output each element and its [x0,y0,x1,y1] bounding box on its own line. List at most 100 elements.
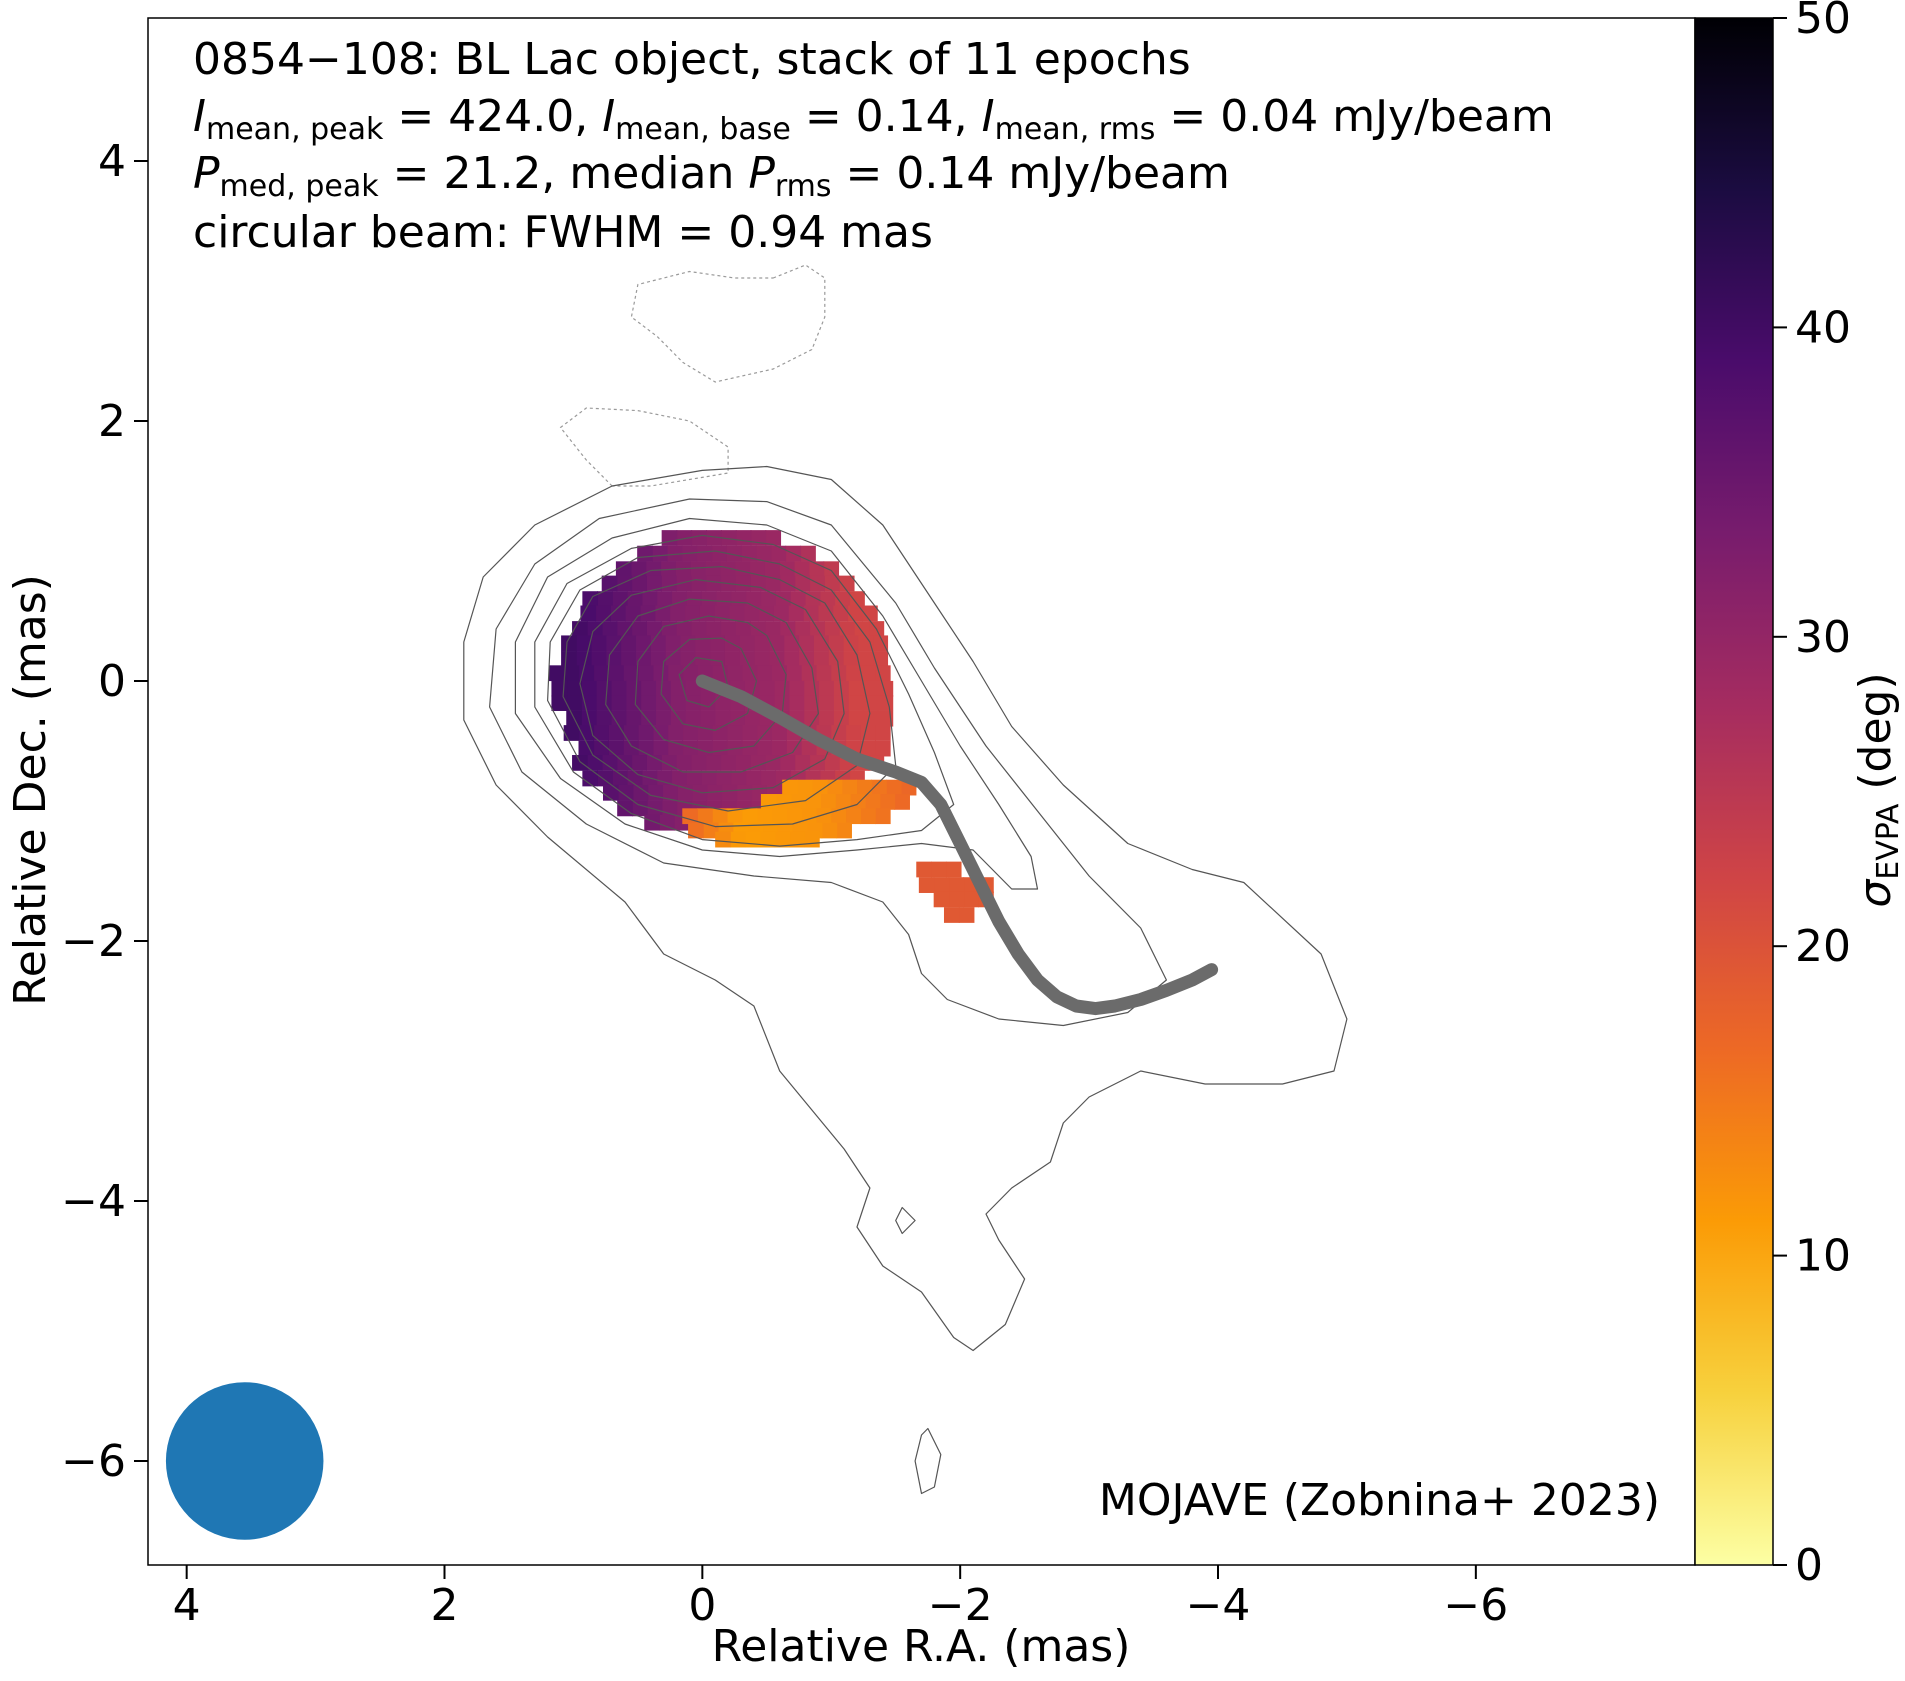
evpa-pixel [675,621,692,637]
evpa-pixel [826,779,843,796]
evpa-pixel [652,740,669,757]
evpa-pixel [566,680,582,697]
evpa-pixel [646,621,662,637]
evpa-pixel [686,770,702,787]
evpa-pixel [789,831,805,848]
evpa-pixel [736,784,753,801]
evpa-pixel [664,651,681,667]
colorbar-ticks: 0 10 20 30 40 50 [1773,0,1851,1591]
evpa-pixel [818,710,834,727]
evpa-pixel [704,561,721,578]
evpa-pixel-map [548,530,994,923]
evpa-pixel [775,794,792,810]
evpa-pixel [798,635,814,652]
evpa-pixel [697,808,713,825]
colorbar-tick-label: 0 [1795,1540,1823,1591]
evpa-pixel [773,680,790,697]
evpa-pixel [551,680,568,697]
evpa-pixel [697,740,713,757]
evpa-pixel [811,779,828,796]
evpa-pixel [794,575,811,592]
evpa-pixel [671,591,687,607]
header-line-3: Pmed, peak = 21.2, median Prms = 0.14 mJ… [193,148,1230,204]
evpa-pixel [661,530,678,546]
evpa-pixel [608,740,624,757]
evpa-pixel [709,635,725,652]
evpa-pixel [756,740,773,757]
evpa-pixel [700,591,717,607]
x-axis-ticks: 4 2 0 −2 −4 −6 [173,1565,1508,1631]
evpa-pixel [690,755,707,771]
evpa-pixel [875,740,891,757]
evpa-pixel [601,755,618,771]
ridge-line-layer [695,674,1219,1016]
evpa-pixel [821,822,838,839]
colorbar-label: σEVPA (deg) [1850,672,1905,907]
evpa-pixel [548,665,565,682]
header-line-2: Imean, peak = 424.0, Imean, base = 0.14,… [193,91,1554,147]
header-i1-symbol: I [193,91,206,142]
colorbar [1695,18,1773,1565]
evpa-pixel [847,695,864,711]
evpa-pixel [582,770,598,787]
evpa-pixel [805,794,822,810]
evpa-pixel [860,725,876,741]
evpa-pixel [877,680,894,697]
evpa-pixel [590,635,607,652]
evpa-pixel [684,710,701,727]
evpa-pixel [682,808,698,825]
evpa-pixel [650,651,666,667]
y-tick-label: −2 [61,916,126,967]
evpa-pixel [735,575,751,592]
evpa-pixel [894,794,910,810]
evpa-pixel [824,755,840,771]
evpa-pixel [605,635,622,652]
evpa-pixel [561,651,577,667]
evpa-pixel [714,710,731,727]
evpa-pixel [786,808,802,825]
evpa-pixel [847,680,864,697]
evpa-pixel [694,635,711,652]
evpa-pixel [745,770,762,787]
evpa-pixel [641,770,658,787]
evpa-pixel [691,784,708,801]
evpa-pixel [715,591,732,607]
evpa-pixel [773,605,789,622]
evpa-pixel [652,665,669,682]
evpa-pixel [622,725,639,741]
contour-solid [605,598,820,773]
evpa-pixel [847,710,864,727]
evpa-pixel [706,530,722,546]
evpa-pixel [601,621,618,637]
evpa-pixel [794,755,811,771]
ridge-line [695,674,1219,1016]
evpa-pixel [764,561,780,578]
contour-solid [463,465,1348,1352]
evpa-pixel [864,794,881,810]
evpa-pixel [696,545,713,562]
evpa-pixel [764,621,781,637]
evpa-pixel [667,725,684,741]
evpa-pixel [818,695,834,711]
evpa-pixel [659,814,675,831]
evpa-pixel [875,808,891,825]
evpa-pixel [715,831,731,848]
evpa-pixel [948,877,965,893]
evpa-pixel [797,779,813,796]
evpa-pixel [756,808,773,825]
evpa-pixel [682,740,698,757]
evpa-pixel [778,561,795,578]
header-i2-sub: mean, base [615,112,791,147]
evpa-pixel [656,591,673,607]
evpa-pixel [963,891,979,908]
evpa-pixel [625,710,642,727]
evpa-pixel [753,651,770,667]
evpa-pixel [632,800,648,817]
colorbar-tick-label: 10 [1795,1231,1851,1282]
evpa-pixel [610,605,626,622]
evpa-pixel [595,605,611,622]
evpa-pixel [669,605,686,622]
evpa-pixel [691,530,707,546]
evpa-pixel [735,755,751,771]
